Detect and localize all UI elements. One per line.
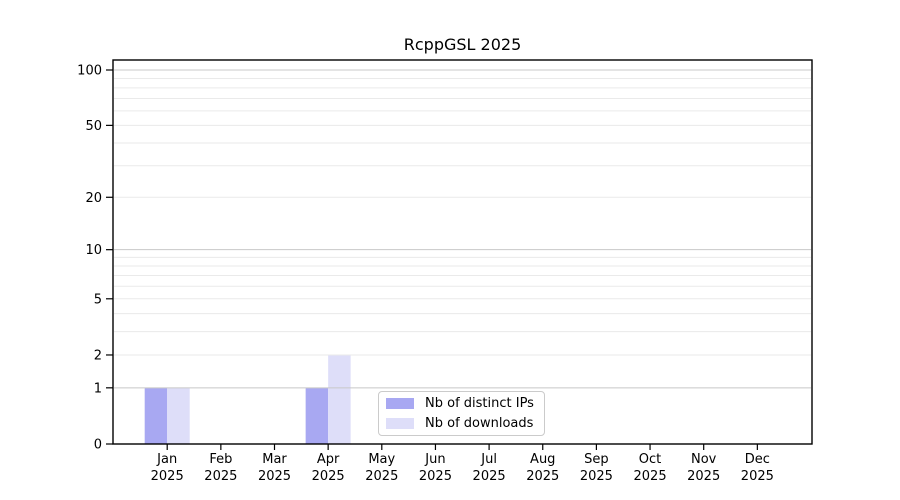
x-tick-label-year: 2025	[419, 469, 452, 484]
y-tick-label: 10	[85, 243, 102, 258]
x-tick-label-month: Jan	[156, 452, 177, 467]
bar-downloads	[328, 354, 351, 444]
x-tick-label-year: 2025	[634, 469, 667, 484]
x-tick-label-year: 2025	[204, 469, 237, 484]
x-tick-label-month: May	[368, 452, 395, 467]
bar-downloads	[167, 387, 190, 444]
x-tick-label-month: Oct	[639, 452, 661, 467]
x-tick-label-year: 2025	[473, 469, 506, 484]
legend-swatch-downloads	[386, 418, 414, 429]
bar-distinct-ips	[144, 387, 168, 444]
x-tick-label-month: Nov	[691, 452, 717, 467]
x-tick-label-month: Dec	[745, 452, 770, 467]
legend-label-downloads: Nb of downloads	[425, 416, 534, 431]
x-tick-label-year: 2025	[312, 469, 345, 484]
x-tick-label-year: 2025	[151, 469, 184, 484]
chart-title: RcppGSL 2025	[403, 35, 522, 54]
x-tick-label-month: Aug	[530, 452, 555, 467]
y-tick-label: 100	[77, 64, 102, 79]
y-tick-label: 2	[94, 348, 102, 363]
y-tick-label: 1	[94, 381, 102, 396]
legend: Nb of distinct IPs Nb of downloads	[378, 391, 545, 436]
x-tick-label-year: 2025	[741, 469, 774, 484]
legend-item-distinct-ips: Nb of distinct IPs	[379, 395, 544, 412]
x-tick-label-year: 2025	[580, 469, 613, 484]
y-tick-label: 5	[94, 292, 102, 307]
x-tick-label-year: 2025	[258, 469, 291, 484]
x-tick-label-month: Sep	[584, 452, 609, 467]
legend-item-downloads: Nb of downloads	[379, 415, 544, 432]
x-tick-label-month: Apr	[317, 452, 340, 467]
x-tick-label-year: 2025	[365, 469, 398, 484]
x-tick-label-month: Jun	[424, 452, 445, 467]
x-tick-label-year: 2025	[526, 469, 559, 484]
y-tick-label: 0	[94, 438, 102, 453]
x-tick-label-month: Mar	[262, 452, 287, 467]
bar-distinct-ips	[305, 387, 329, 444]
y-tick-label: 20	[85, 191, 102, 206]
x-tick-label-month: Jul	[480, 452, 497, 467]
legend-swatch-distinct-ips	[386, 398, 414, 409]
x-tick-label-year: 2025	[687, 469, 720, 484]
legend-label-distinct-ips: Nb of distinct IPs	[425, 396, 534, 411]
x-tick-label-month: Feb	[209, 452, 232, 467]
y-tick-label: 50	[85, 119, 102, 134]
plot-frame	[112, 59, 813, 445]
